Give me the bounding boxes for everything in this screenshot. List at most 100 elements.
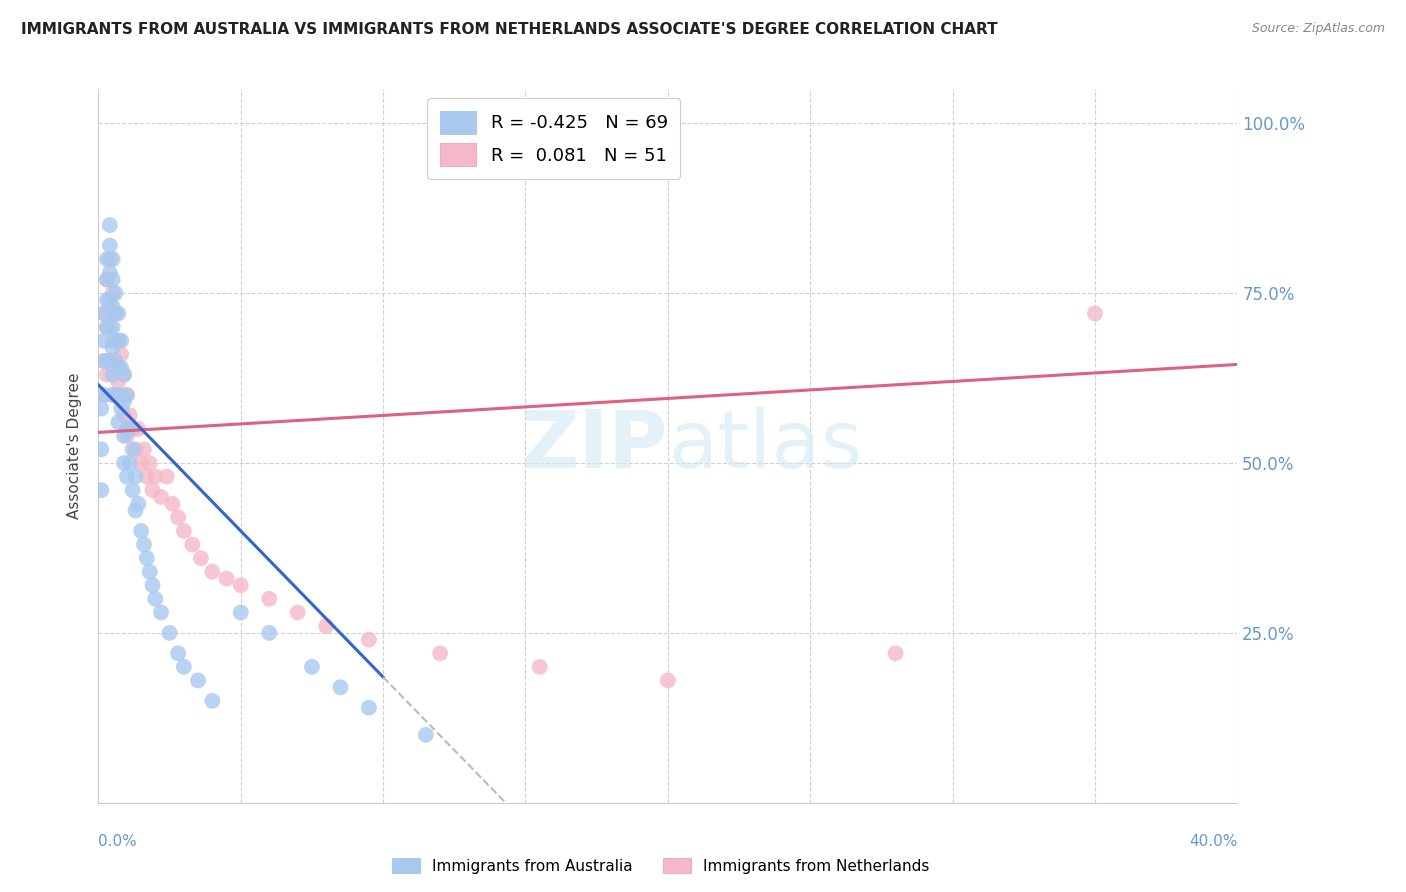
Point [357,700,380,714]
Point [101,252,124,266]
Point [181,537,204,551]
Point [101,320,124,334]
Point [96,272,118,286]
Point [127,422,149,436]
Point [107,388,129,402]
Point [657,673,679,688]
Point [162,497,184,511]
Point [329,680,352,694]
Point [107,415,129,429]
Point [159,626,181,640]
Point [135,551,157,566]
Point [112,394,135,409]
Point [150,490,173,504]
Point [112,368,135,382]
Point [101,272,124,286]
Point [129,524,152,538]
Point [357,632,380,647]
Point [101,286,124,301]
Point [110,360,132,375]
Point [93,388,115,402]
Point [110,334,132,348]
Point [129,456,152,470]
Point [90,442,112,457]
Point [96,252,118,266]
Point [90,483,112,498]
Point [167,646,190,660]
Point [104,354,127,368]
Point [115,469,138,483]
Point [101,368,124,382]
Point [96,320,118,334]
Point [112,368,135,382]
Point [101,388,124,402]
Point [110,401,132,416]
Point [93,306,115,320]
Point [104,306,127,320]
Point [107,334,129,348]
Point [150,606,173,620]
Point [112,429,135,443]
Text: atlas: atlas [668,407,862,485]
Point [173,660,195,674]
Legend: R = -0.425   N = 69, R =  0.081   N = 51: R = -0.425 N = 69, R = 0.081 N = 51 [427,98,681,179]
Point [229,606,252,620]
Point [104,354,127,368]
Point [93,334,115,348]
Point [93,306,115,320]
Point [201,694,224,708]
Point [124,503,146,517]
Point [415,728,437,742]
Point [115,388,138,402]
Point [259,591,281,606]
Text: IMMIGRANTS FROM AUSTRALIA VS IMMIGRANTS FROM NETHERLANDS ASSOCIATE'S DEGREE CORR: IMMIGRANTS FROM AUSTRALIA VS IMMIGRANTS … [21,22,998,37]
Point [110,388,132,402]
Point [98,293,121,307]
Point [96,272,118,286]
Point [101,334,124,348]
Point [112,409,135,423]
Point [104,334,127,348]
Point [90,388,112,402]
Point [101,300,124,314]
Point [118,456,141,470]
Point [529,660,551,674]
Point [93,354,115,368]
Point [112,456,135,470]
Point [121,483,143,498]
Point [96,368,118,382]
Point [118,409,141,423]
Point [124,469,146,483]
Text: Source: ZipAtlas.com: Source: ZipAtlas.com [1251,22,1385,36]
Point [96,354,118,368]
Text: 40.0%: 40.0% [1189,834,1237,848]
Point [118,422,141,436]
Point [98,252,121,266]
Point [101,388,124,402]
Point [167,510,190,524]
Point [98,300,121,314]
Point [98,218,121,232]
Point [259,626,281,640]
Point [124,442,146,457]
Legend: Immigrants from Australia, Immigrants from Netherlands: Immigrants from Australia, Immigrants fr… [387,852,935,880]
Point [145,469,167,483]
Point [132,537,155,551]
Point [187,673,209,688]
Point [107,306,129,320]
Point [138,565,160,579]
Point [98,266,121,280]
Point [107,334,129,348]
Point [173,524,195,538]
Point [141,483,163,498]
Point [104,388,127,402]
Point [138,456,160,470]
Point [115,388,138,402]
Point [115,422,138,436]
Point [96,293,118,307]
Point [287,606,309,620]
Point [98,238,121,252]
Point [121,442,143,457]
Point [215,572,238,586]
Point [141,578,163,592]
